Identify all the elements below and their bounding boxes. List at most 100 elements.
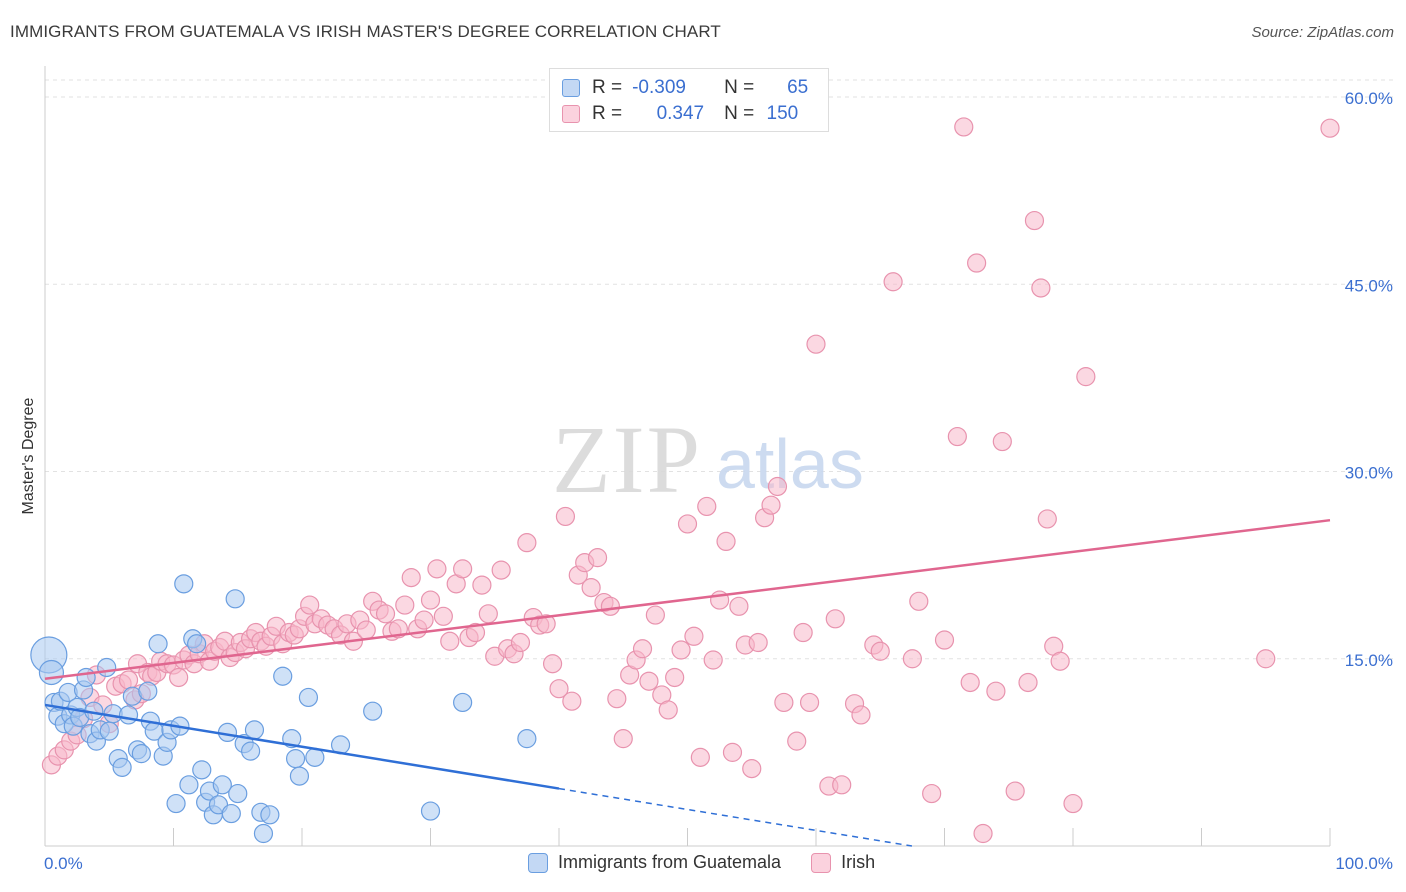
irish-point	[388, 619, 408, 639]
irish-point	[414, 610, 434, 630]
guatemala-point	[228, 783, 248, 804]
irish-point	[851, 705, 871, 725]
watermark-atlas: atlas	[716, 425, 864, 503]
irish-point	[934, 630, 955, 650]
guatemala-trendline	[44, 703, 560, 790]
series-legend: Immigrants from Guatemala Irish	[528, 852, 905, 873]
irish-point	[1320, 118, 1340, 138]
guatemala-point	[38, 659, 65, 686]
irish-point	[536, 614, 556, 634]
irish-points	[41, 117, 1340, 844]
irish-point	[613, 729, 633, 749]
irish-point	[954, 117, 974, 137]
irish-point	[1037, 509, 1057, 529]
irish-point	[395, 595, 415, 615]
irish-point	[729, 596, 749, 616]
irish-point	[1256, 649, 1276, 669]
legend-label-guatemala: Immigrants from Guatemala	[558, 852, 782, 872]
legend-swatch-irish	[562, 105, 580, 123]
irish-point	[1031, 278, 1051, 298]
legend-item-irish[interactable]: Irish	[811, 852, 875, 873]
guatemala-point	[225, 589, 245, 609]
irish-point	[684, 626, 704, 646]
irish-point	[478, 604, 498, 624]
legend-r-label: R =	[592, 103, 623, 124]
guatemala-point	[138, 681, 158, 701]
y-axis-title: Master's Degree	[20, 397, 37, 514]
irish-point	[401, 568, 421, 588]
legend-n-label: N =	[724, 77, 755, 98]
guatemala-point	[76, 667, 96, 688]
guatemala-point	[453, 692, 473, 713]
irish-point	[300, 595, 320, 615]
legend-row-irish: R = 0.347 N = 150	[562, 103, 798, 125]
legend-n-value: 65	[787, 77, 809, 98]
irish-point	[922, 783, 942, 804]
trendlines	[44, 518, 1331, 847]
irish-point	[1018, 672, 1038, 693]
guatemala-point	[112, 757, 132, 777]
irish-point	[774, 692, 794, 713]
watermark-zip: ZIP	[552, 406, 702, 513]
irish-point	[761, 495, 781, 515]
source-label: Source: ZipAtlas.com	[1251, 24, 1394, 41]
guatemala-point	[174, 574, 194, 594]
irish-point	[690, 747, 710, 767]
irish-point	[542, 654, 563, 674]
irish-point	[722, 742, 743, 762]
irish-point	[356, 620, 376, 640]
guatemala-point	[273, 666, 293, 686]
y-tick-label: 60.0%	[1345, 89, 1393, 108]
irish-point	[1076, 367, 1096, 387]
guatemala-points	[30, 574, 537, 844]
legend-swatch-guatemala	[562, 79, 580, 97]
legend-swatch-irish	[811, 852, 832, 873]
legend-r-label: R =	[592, 77, 623, 98]
irish-point	[562, 691, 582, 711]
legend-swatch-guatemala	[528, 852, 548, 873]
irish-point	[767, 476, 788, 497]
irish-point	[992, 431, 1012, 452]
legend-item-guatemala[interactable]: Immigrants from Guatemala	[528, 852, 781, 873]
irish-point	[1050, 651, 1070, 671]
guatemala-point	[131, 744, 151, 764]
irish-point	[909, 591, 929, 611]
irish-point	[169, 667, 189, 688]
guatemala-point	[298, 687, 319, 708]
irish-point	[677, 514, 698, 534]
legend-n-value: 150	[766, 103, 799, 124]
irish-point	[549, 679, 569, 699]
legend-n-label: N =	[724, 103, 755, 124]
irish-point	[645, 605, 665, 625]
irish-point	[947, 426, 967, 447]
irish-trendline	[44, 518, 1331, 680]
y-tick-label: 15.0%	[1345, 651, 1393, 670]
legend-row-guatemala: R = -0.309 N = 65	[562, 77, 808, 99]
irish-point	[375, 604, 396, 624]
irish-point	[703, 650, 723, 670]
x-tick-label: 0.0%	[44, 854, 83, 873]
irish-point	[453, 559, 473, 579]
guatemala-point	[289, 766, 310, 786]
irish-point	[742, 759, 762, 779]
irish-point	[440, 631, 460, 651]
legend-r-value: -0.309	[632, 77, 686, 98]
guatemala-point	[244, 720, 265, 740]
irish-point	[716, 531, 736, 552]
irish-point	[973, 823, 993, 844]
irish-point	[787, 731, 807, 751]
irish-point	[825, 609, 845, 629]
irish-point	[658, 700, 678, 720]
legend-label-irish: Irish	[841, 852, 876, 872]
irish-point	[587, 548, 608, 568]
irish-point	[581, 577, 601, 598]
irish-point	[832, 775, 852, 795]
irish-point	[491, 560, 511, 580]
irish-point	[427, 559, 447, 579]
stats-legend: R = -0.309 N = 65 R = 0.347 N = 150	[549, 68, 829, 132]
guatemala-point	[420, 801, 441, 821]
irish-point	[671, 640, 691, 660]
irish-point	[600, 596, 621, 616]
guatemala-trendline-extension	[558, 787, 913, 847]
